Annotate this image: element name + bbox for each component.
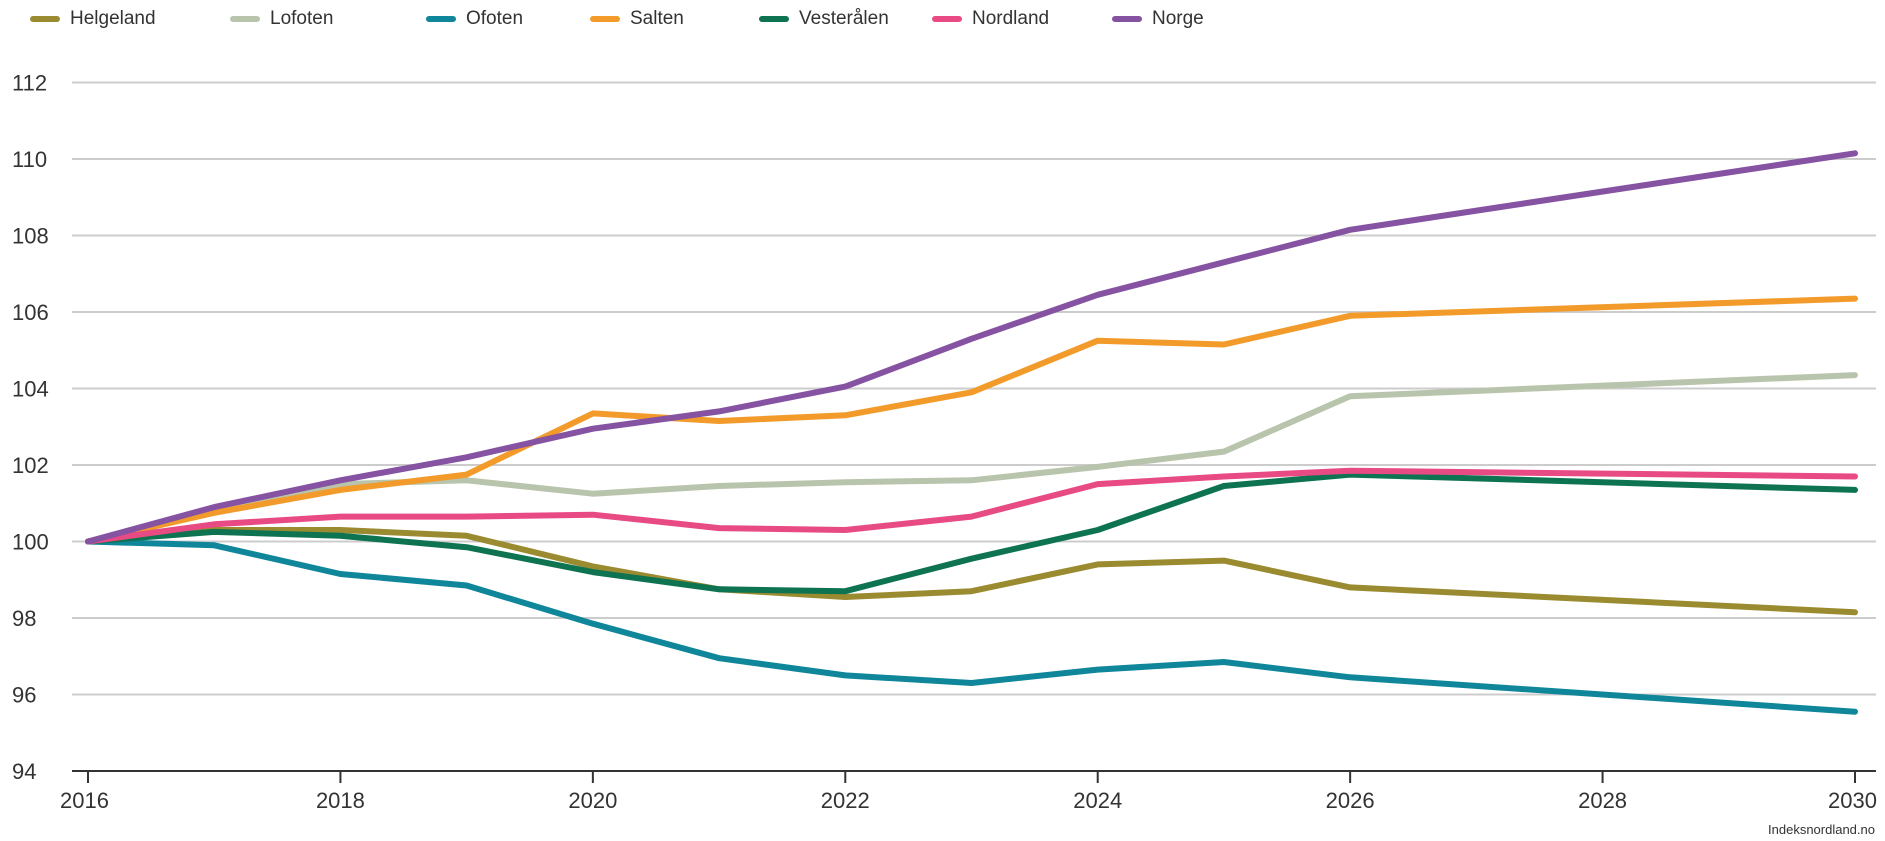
legend-label: Lofoten xyxy=(270,8,334,29)
series-line-lofoten xyxy=(85,372,1858,545)
legend-label: Helgeland xyxy=(70,8,156,29)
legend-swatch xyxy=(932,16,962,22)
y-tick-label: 112 xyxy=(12,71,47,96)
legend-swatch xyxy=(1112,16,1142,22)
series-line-norge xyxy=(85,150,1858,545)
y-tick-label: 94 xyxy=(12,759,36,784)
y-tick-label: 110 xyxy=(12,147,47,172)
x-tick-label: 2022 xyxy=(821,788,870,813)
y-tick-label: 98 xyxy=(12,606,36,631)
y-tick-label: 106 xyxy=(12,300,49,325)
series-lines xyxy=(85,150,1858,715)
source-credit: Indeksnordland.no xyxy=(1768,822,1875,837)
legend-item-vesteralen: Vesterålen xyxy=(759,4,889,34)
x-tick-label: 2026 xyxy=(1326,788,1375,813)
x-tick-label: 2028 xyxy=(1578,788,1627,813)
y-tick-label: 108 xyxy=(12,224,49,249)
y-tick-label: 100 xyxy=(12,530,49,555)
x-tick-label: 2030 xyxy=(1828,788,1877,813)
y-tick-label: 104 xyxy=(12,377,49,402)
legend-swatch xyxy=(759,16,789,22)
series-line-vesteralen xyxy=(85,471,1858,595)
series-line-nordland xyxy=(85,467,1858,545)
legend-swatch xyxy=(230,16,260,22)
x-tick-label: 2020 xyxy=(568,788,617,813)
legend-item-nordland: Nordland xyxy=(932,4,1049,34)
legend-label: Nordland xyxy=(972,8,1050,29)
series-line-salten xyxy=(85,295,1858,545)
axes: 94 96 98 100 102 104 106 108 110 112 2016 2018 2020 2… xyxy=(12,71,1877,814)
y-tick-label: 102 xyxy=(12,453,49,478)
legend-swatch xyxy=(590,16,620,22)
x-tick-label: 2016 xyxy=(60,788,109,813)
legend-label: Norge xyxy=(1152,8,1204,29)
legend-item-norge: Norge xyxy=(1112,4,1204,34)
legend-label: Ofoten xyxy=(466,8,524,29)
series-line-ofoten xyxy=(85,538,1858,715)
legend-item-lofoten: Lofoten xyxy=(230,4,333,34)
legend-swatch xyxy=(426,16,456,22)
legend-label: Vesterålen xyxy=(799,8,889,29)
x-tick-label: 2024 xyxy=(1073,788,1122,813)
legend-item-salten: Salten xyxy=(590,4,684,34)
legend-item-helgeland: Helgeland xyxy=(30,4,156,34)
y-tick-label: 96 xyxy=(12,683,36,708)
legend-label: Salten xyxy=(630,8,684,29)
legend-swatch xyxy=(30,16,60,22)
x-tick-label: 2018 xyxy=(316,788,365,813)
legend-item-ofoten: Ofoten xyxy=(426,4,523,34)
